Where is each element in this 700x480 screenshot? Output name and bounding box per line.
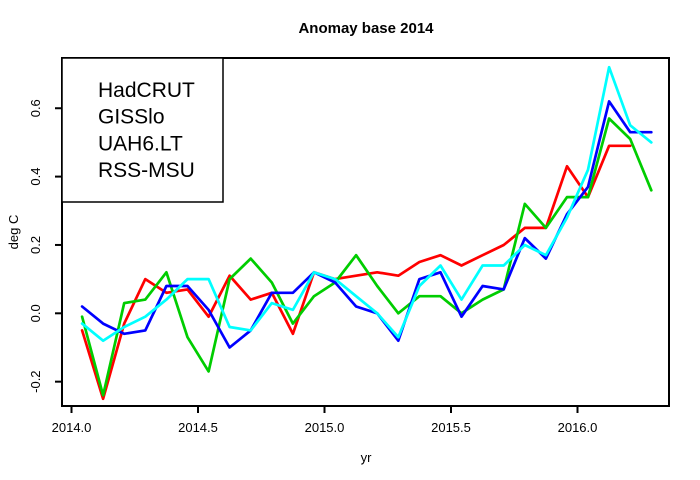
y-tick-label: 0.4 [28,168,43,186]
y-tick-label: 0.0 [28,304,43,322]
legend: HadCRUT GISSlo UAH6.LT RSS-MSU [61,57,224,203]
chart-title: Anomay base 2014 [298,20,434,37]
legend-box [61,57,224,203]
legend-item-uah6-lt: UAH6.LT [98,132,183,155]
legend-item-hadcrut: HadCRUT [98,79,195,102]
y-tick-label: -0.2 [28,370,43,392]
x-axis-label: yr [361,450,373,465]
y-axis-ticks: -0.2 0.0 0.2 0.4 0.6 [28,99,62,393]
x-tick-label: 2015.5 [431,420,471,435]
x-axis-ticks: 2014.0 2014.5 2015.0 2015.5 2016.0 [52,406,598,435]
series-line-gisslo [80,117,653,397]
x-tick-label: 2016.0 [558,420,598,435]
x-tick-label: 2015.0 [305,420,345,435]
series-line-rss-msu [80,65,653,343]
legend-item-gisslo: GISSlo [98,106,165,129]
legend-item-rss-msu: RSS-MSU [98,159,195,182]
y-tick-label: 0.2 [28,236,43,254]
plot-border [61,57,670,407]
x-tick-label: 2014.5 [178,420,218,435]
plot-box-border [61,57,670,407]
data-series-lines [80,65,653,401]
y-tick-label: 0.6 [28,99,43,117]
x-tick-label: 2014.0 [52,420,92,435]
y-axis-label: deg C [6,215,21,250]
